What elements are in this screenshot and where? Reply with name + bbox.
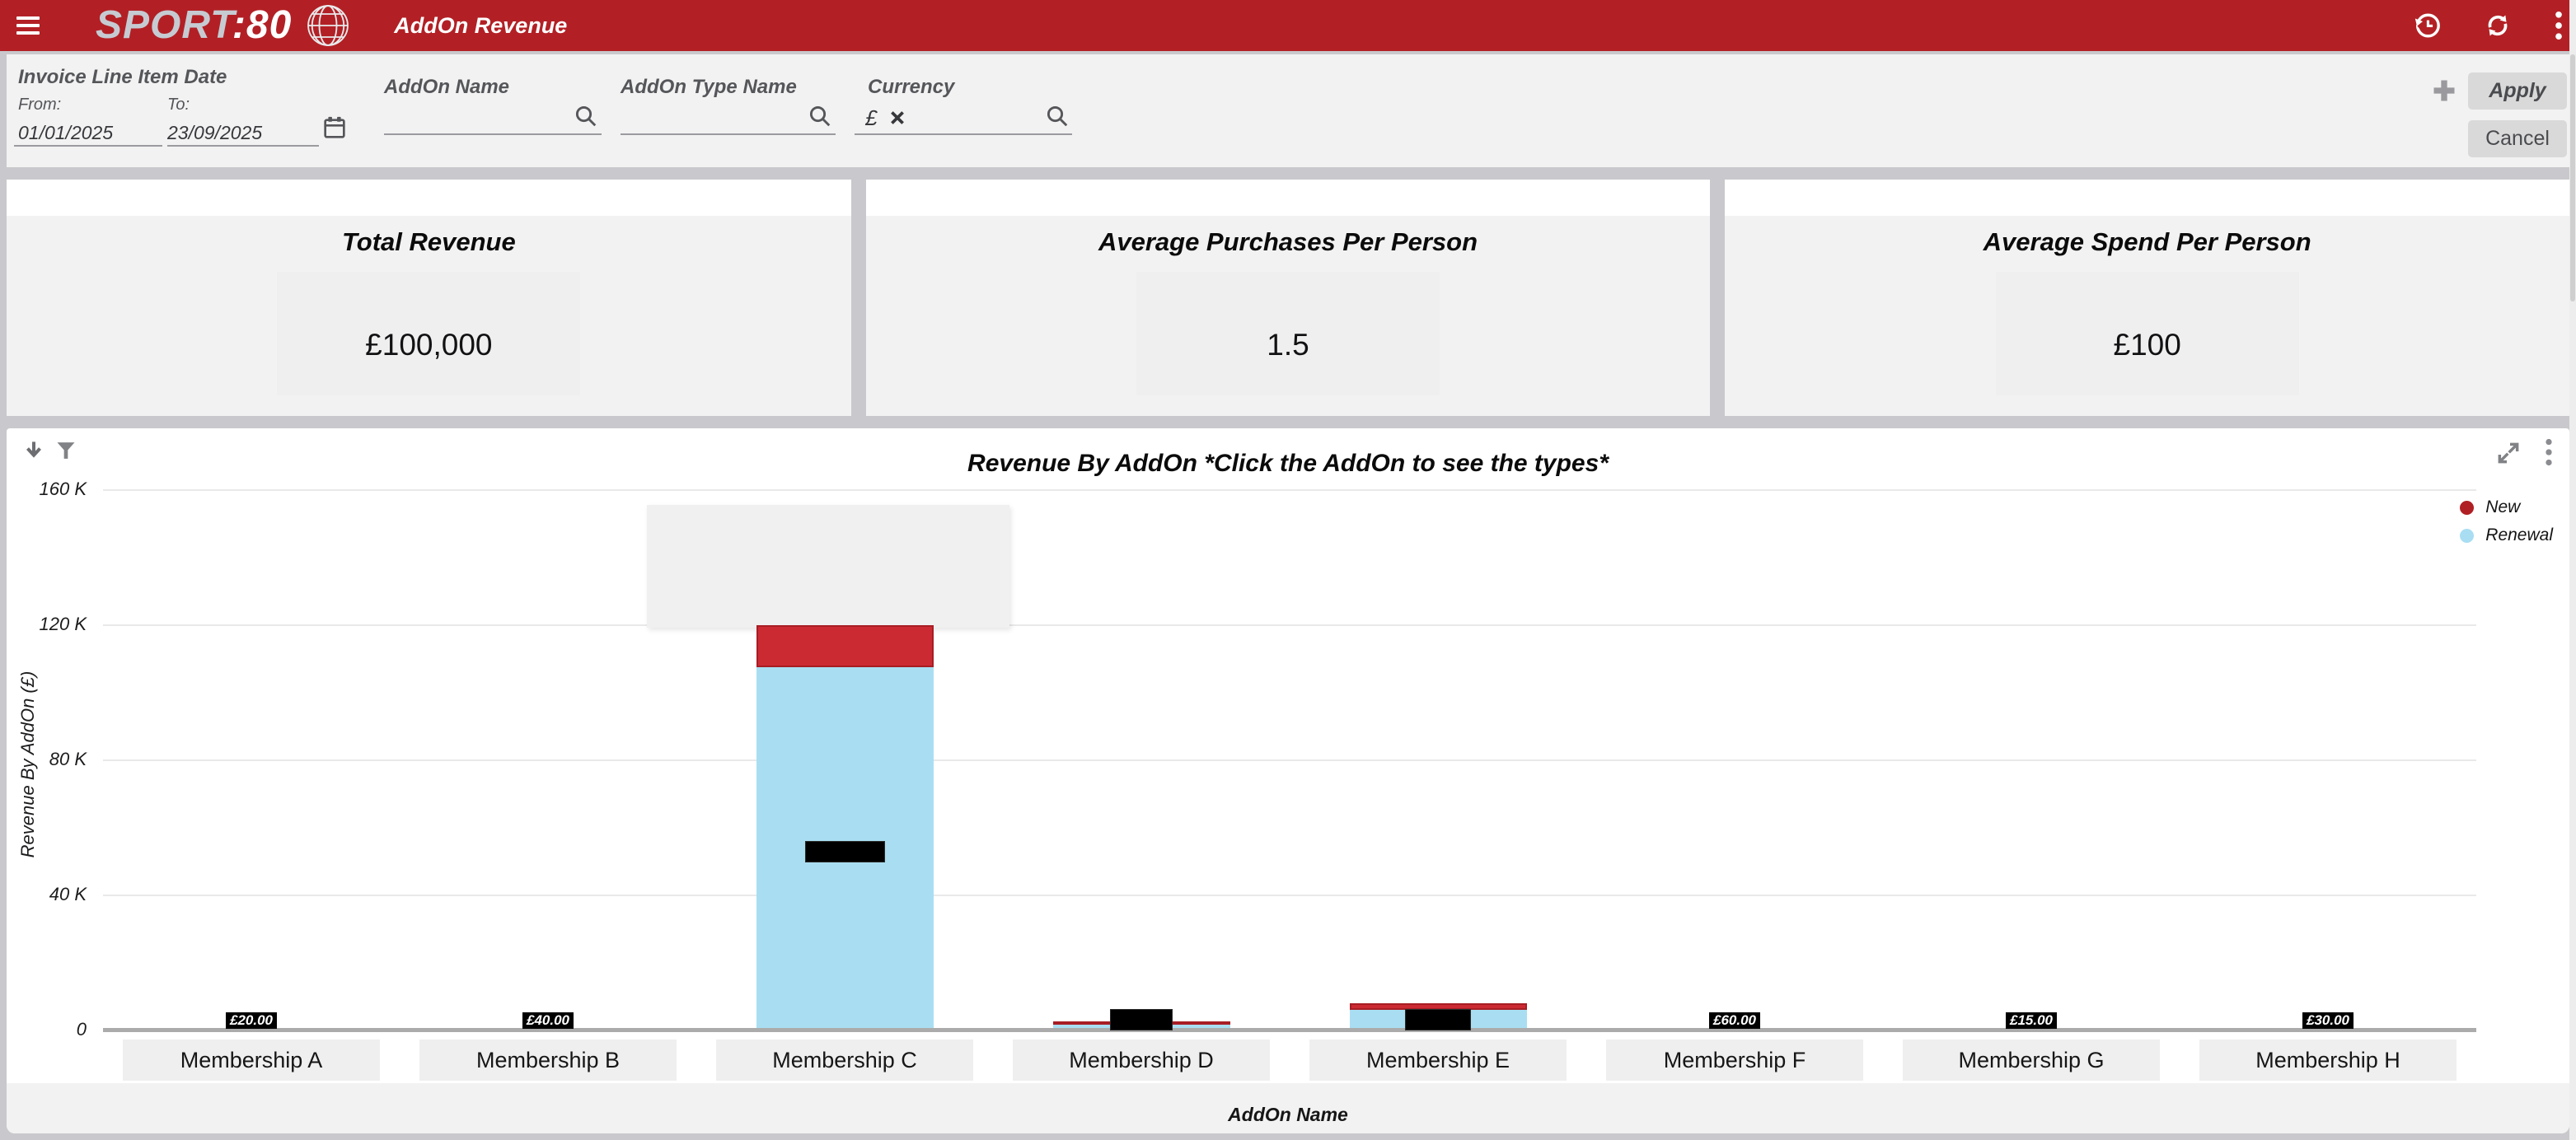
x-axis-label-membership-b[interactable]: Membership B [419,1040,677,1081]
from-label: From: [18,96,62,114]
addon-type-name-label: AddOn Type Name [621,76,797,98]
gridline [103,624,2476,626]
legend-label: New [2485,498,2521,516]
bar-data-label-box [1110,1009,1173,1030]
legend-item-new[interactable]: New [2460,498,2553,517]
currency-clear-icon[interactable] [888,109,906,127]
card-title: Total Revenue [341,227,516,256]
to-label: To: [167,96,190,114]
download-icon[interactable] [21,438,46,463]
logo-text: SPORT:80 [96,3,293,47]
gridline [103,489,2476,491]
page-title: AddOn Revenue [394,12,568,38]
bar-value-label: £30.00 [2302,1012,2354,1029]
card-value: 1.5 [1267,328,1309,362]
card-value: £100 [2113,328,2181,362]
currency-input[interactable]: £ [865,105,878,130]
y-axis-tick-label: 120 K [39,614,87,634]
sport80-logo: SPORT:80 [96,0,354,51]
from-date-underline [14,145,162,147]
bar-data-label-box [1405,1009,1471,1030]
x-axis-strip [7,1083,2569,1133]
legend-swatch-renewal [2460,528,2475,543]
addon-name-underline [384,133,602,135]
legend-swatch-new [2460,500,2475,515]
y-axis-tick-label: 0 [76,1019,87,1040]
bar-segment-new-membership-c[interactable] [756,625,934,668]
legend-label: Renewal [2485,526,2553,544]
x-axis-label-membership-e[interactable]: Membership E [1309,1040,1567,1081]
to-date-input[interactable]: 23/09/2025 [167,122,263,143]
x-axis-label-membership-a[interactable]: Membership A [123,1040,380,1081]
x-axis-label-membership-f[interactable]: Membership F [1606,1040,1863,1081]
card-average-spend: Average Spend Per Person £100 [1725,180,2570,416]
currency-underline [855,133,1072,135]
bar-data-label-box [804,841,885,862]
y-axis-tick-label: 80 K [49,749,87,769]
card-title: Average Purchases Per Person [1098,227,1478,256]
kebab-menu-icon[interactable] [2555,11,2563,40]
addon-name-search-icon[interactable] [574,104,598,128]
addon-type-name-search-icon[interactable] [808,104,832,128]
x-axis-label-membership-g[interactable]: Membership G [1903,1040,2160,1081]
x-axis-label-membership-d[interactable]: Membership D [1013,1040,1270,1081]
x-axis-line [103,1028,2476,1032]
card-value-box [1995,272,2299,395]
menu-icon[interactable] [16,13,44,38]
currency-label: Currency [868,76,955,98]
addon-type-name-underline [621,133,836,135]
refresh-icon[interactable] [2484,12,2512,40]
x-axis-label-membership-h[interactable]: Membership H [2199,1040,2457,1081]
app-header: SPORT:80 AddOn Revenue [0,0,2576,51]
bar-value-label: £15.00 [2006,1012,2057,1029]
from-date-input[interactable]: 01/01/2025 [18,122,114,143]
add-filter-icon[interactable] [2428,74,2461,107]
chart-title: Revenue By AddOn *Click the AddOn to see… [967,450,1609,477]
y-axis-tick-label: 160 K [39,479,87,499]
chart-highlight-box [647,505,1009,628]
filter-funnel-icon[interactable] [54,439,77,462]
apply-button[interactable]: Apply [2468,72,2567,110]
bar-value-label: £20.00 [226,1012,277,1029]
card-value: £100,000 [365,328,493,362]
y-axis-tick-label: 40 K [49,884,87,904]
globe-icon [307,5,349,46]
x-axis-title: AddOn Name [1228,1104,1348,1125]
filter-bar: Invoice Line Item Date From: 01/01/2025 … [7,54,2569,167]
chart-legend: New Renewal [2460,498,2553,554]
card-value-box [1136,272,1440,395]
card-value-box [277,272,581,395]
bar-value-label: £40.00 [522,1012,574,1029]
scrollbar[interactable] [2569,0,2576,1140]
card-average-purchases: Average Purchases Per Person 1.5 [865,180,1711,416]
scrollbar-thumb[interactable] [2570,54,2575,301]
date-filter-group-label: Invoice Line Item Date [18,66,227,88]
legend-item-renewal[interactable]: Renewal [2460,526,2553,545]
x-axis-label-membership-c[interactable]: Membership C [716,1040,973,1081]
gridline [103,759,2476,761]
gridline [103,895,2476,896]
currency-search-icon[interactable] [1045,104,1070,128]
kpi-cards-row: Total Revenue £100,000 Average Purchases… [7,180,2570,416]
card-total-revenue: Total Revenue £100,000 [7,180,851,416]
to-date-underline [167,145,319,147]
history-icon[interactable] [2413,12,2441,40]
revenue-chart-panel: Revenue By AddOn *Click the AddOn to see… [7,428,2569,1133]
card-title: Average Spend Per Person [1983,227,2311,256]
chart-kebab-menu-icon[interactable] [2545,438,2553,466]
bar-value-label: £60.00 [1709,1012,1760,1029]
calendar-icon[interactable] [321,114,348,142]
expand-icon[interactable] [2495,440,2522,466]
cancel-button[interactable]: Cancel [2468,120,2567,157]
addon-name-label: AddOn Name [384,76,510,98]
